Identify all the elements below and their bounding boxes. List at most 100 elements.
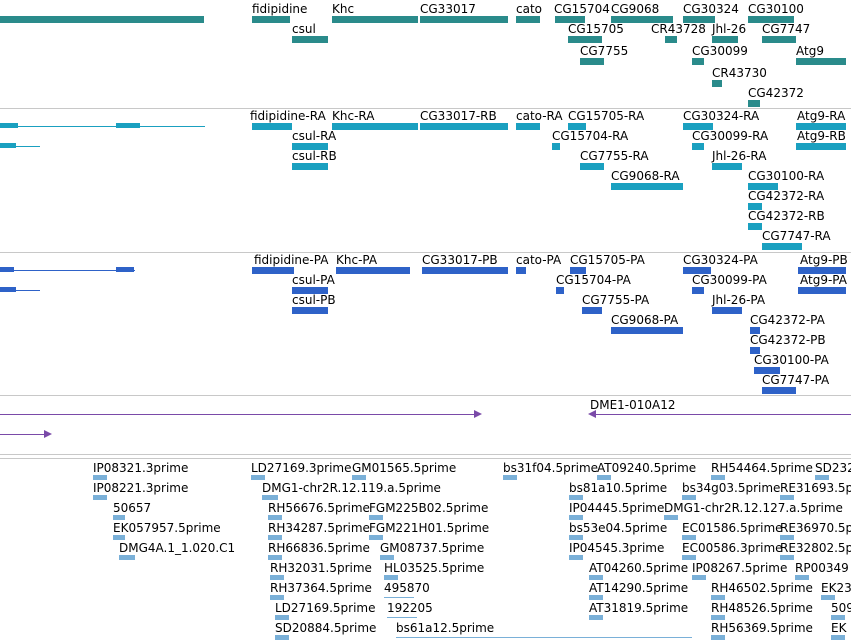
transcript-exon[interactable]: [420, 123, 508, 130]
clone-span[interactable]: [0, 434, 50, 435]
protein-exon[interactable]: [422, 267, 508, 274]
gene-feature[interactable]: [420, 16, 508, 23]
est-feature[interactable]: [682, 555, 696, 560]
est-feature[interactable]: [268, 535, 282, 540]
gene-feature[interactable]: [332, 16, 418, 23]
transcript-exon[interactable]: [748, 183, 778, 190]
protein-exon[interactable]: [582, 307, 602, 314]
protein-exon[interactable]: [798, 287, 846, 294]
est-feature[interactable]: [815, 475, 829, 480]
protein-exon[interactable]: [611, 327, 683, 334]
est-feature[interactable]: [780, 555, 794, 560]
est-feature[interactable]: [352, 475, 366, 480]
transcript-exon[interactable]: [116, 123, 140, 128]
transcript-exon[interactable]: [796, 123, 846, 130]
transcript-exon[interactable]: [692, 143, 704, 150]
est-feature[interactable]: [569, 495, 583, 500]
est-feature[interactable]: [711, 635, 725, 640]
clone-span[interactable]: [0, 414, 480, 415]
est-feature[interactable]: [589, 575, 603, 580]
est-feature[interactable]: [369, 535, 383, 540]
protein-exon[interactable]: [762, 387, 796, 394]
est-feature[interactable]: [682, 535, 696, 540]
gene-feature[interactable]: [683, 16, 715, 23]
gene-feature[interactable]: [796, 58, 846, 65]
est-feature[interactable]: [268, 555, 282, 560]
est-feature[interactable]: [113, 535, 125, 540]
gene-feature[interactable]: [712, 80, 722, 87]
est-feature[interactable]: [251, 475, 265, 480]
transcript-exon[interactable]: [748, 223, 762, 230]
gene-feature[interactable]: [665, 36, 677, 43]
est-feature[interactable]: [711, 595, 725, 600]
est-feature[interactable]: [270, 595, 284, 600]
est-feature[interactable]: [597, 475, 611, 480]
est-feature[interactable]: [711, 475, 725, 480]
est-feature[interactable]: [664, 515, 678, 520]
transcript-exon[interactable]: [683, 123, 713, 130]
transcript-exon[interactable]: [292, 143, 328, 150]
transcript-exon[interactable]: [748, 203, 762, 210]
protein-exon[interactable]: [750, 347, 760, 354]
transcript-exon[interactable]: [252, 123, 292, 130]
clone-span[interactable]: [592, 414, 851, 415]
protein-exon[interactable]: [252, 267, 294, 274]
est-feature[interactable]: [780, 535, 794, 540]
protein-exon[interactable]: [570, 267, 586, 274]
est-feature[interactable]: [780, 495, 794, 500]
gene-feature[interactable]: [0, 16, 204, 23]
est-span[interactable]: [387, 617, 417, 618]
gene-feature[interactable]: [292, 36, 328, 43]
transcript-exon[interactable]: [611, 183, 683, 190]
est-span[interactable]: [384, 597, 414, 598]
est-feature[interactable]: [821, 595, 835, 600]
protein-exon[interactable]: [292, 287, 328, 294]
transcript-exon[interactable]: [712, 163, 742, 170]
protein-exon[interactable]: [754, 367, 780, 374]
est-feature[interactable]: [503, 475, 517, 480]
protein-exon[interactable]: [336, 267, 410, 274]
protein-exon[interactable]: [798, 267, 846, 274]
est-feature[interactable]: [113, 515, 125, 520]
est-feature[interactable]: [268, 515, 282, 520]
transcript-exon[interactable]: [552, 143, 560, 150]
est-feature[interactable]: [711, 615, 725, 620]
est-feature[interactable]: [692, 575, 706, 580]
est-feature[interactable]: [384, 575, 398, 580]
gene-feature[interactable]: [748, 16, 794, 23]
transcript-exon[interactable]: [568, 123, 586, 130]
gene-feature[interactable]: [762, 36, 796, 43]
gene-feature[interactable]: [748, 100, 760, 107]
gene-feature[interactable]: [611, 16, 673, 23]
est-feature[interactable]: [569, 555, 583, 560]
transcript-exon[interactable]: [292, 163, 328, 170]
est-feature[interactable]: [589, 615, 603, 620]
protein-exon[interactable]: [750, 327, 760, 334]
transcript-exon[interactable]: [516, 123, 540, 130]
est-feature[interactable]: [831, 635, 845, 640]
gene-feature[interactable]: [555, 16, 585, 23]
protein-exon[interactable]: [116, 267, 134, 272]
transcript-exon[interactable]: [0, 123, 18, 128]
protein-exon[interactable]: [556, 287, 564, 294]
est-feature[interactable]: [380, 555, 394, 560]
est-feature[interactable]: [831, 615, 845, 620]
est-feature[interactable]: [93, 495, 107, 500]
est-feature[interactable]: [589, 595, 603, 600]
est-feature[interactable]: [682, 495, 696, 500]
gene-feature[interactable]: [692, 58, 704, 65]
gene-feature[interactable]: [568, 36, 602, 43]
est-feature[interactable]: [270, 575, 284, 580]
est-feature[interactable]: [262, 495, 278, 500]
protein-exon[interactable]: [683, 267, 711, 274]
transcript-exon[interactable]: [762, 243, 802, 250]
gene-feature[interactable]: [252, 16, 290, 23]
est-feature[interactable]: [369, 515, 383, 520]
est-span[interactable]: [396, 637, 692, 638]
transcript-exon[interactable]: [332, 123, 418, 130]
est-feature[interactable]: [275, 615, 289, 620]
est-feature[interactable]: [569, 535, 583, 540]
est-feature[interactable]: [119, 555, 135, 560]
gene-feature[interactable]: [580, 58, 604, 65]
protein-exon[interactable]: [712, 307, 742, 314]
